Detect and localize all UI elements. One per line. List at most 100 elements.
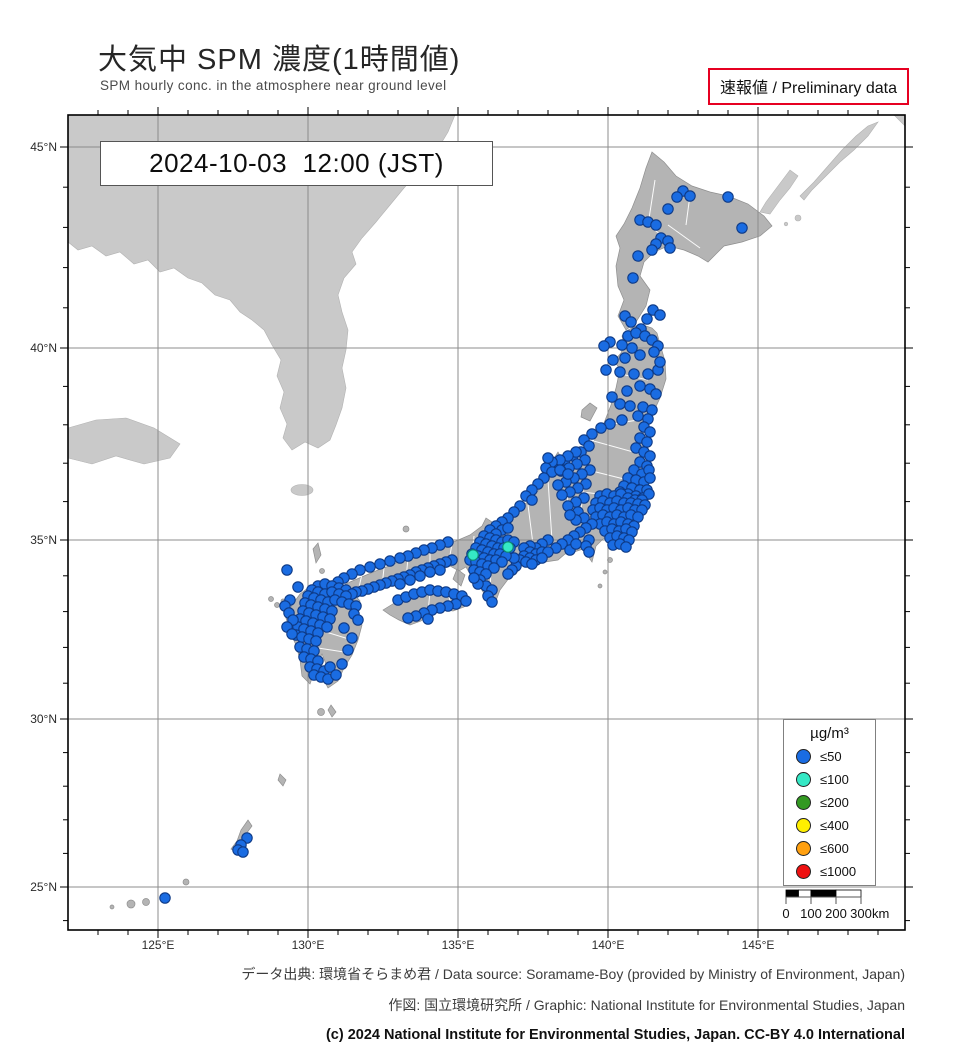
legend-row: ≤100 bbox=[784, 768, 875, 791]
legend-row: ≤600 bbox=[784, 837, 875, 860]
station-dot-le50 bbox=[468, 572, 480, 584]
station-dot-le50 bbox=[620, 541, 632, 553]
map-frame bbox=[67, 114, 906, 931]
station-dot-le50 bbox=[342, 644, 354, 656]
station-dot-le50 bbox=[606, 391, 618, 403]
station-dot-le50 bbox=[556, 489, 568, 501]
station-dot-le50 bbox=[564, 509, 576, 521]
izu-island-3 bbox=[597, 583, 603, 589]
legend-color-swatch bbox=[796, 818, 811, 833]
lat-tick-label: 40°N bbox=[30, 341, 57, 355]
izu-island-2 bbox=[602, 569, 608, 575]
station-dot-le50 bbox=[684, 190, 696, 202]
axis-ticks bbox=[60, 107, 913, 938]
station-dot-le50 bbox=[641, 436, 653, 448]
amami-island bbox=[277, 773, 287, 787]
legend-color-swatch bbox=[796, 864, 811, 879]
footer-data-source: データ出典: 環境省そらまめ君 / Data source: Soramame-… bbox=[241, 966, 905, 982]
scale-bar-segment bbox=[798, 889, 812, 898]
legend-label: ≤1000 bbox=[820, 864, 857, 879]
station-dot-le50 bbox=[619, 352, 631, 364]
footer-graphic-credit: 作図: 国立環境研究所 / Graphic: National Institut… bbox=[388, 997, 905, 1013]
legend-title: µg/m³ bbox=[810, 725, 849, 742]
station-dot-le50 bbox=[722, 191, 734, 203]
station-dot-le50 bbox=[394, 578, 406, 590]
legend-color-swatch bbox=[796, 772, 811, 787]
scale-bar-segment bbox=[835, 889, 862, 898]
station-dot-le50 bbox=[486, 596, 498, 608]
station-dot-le50 bbox=[654, 309, 666, 321]
station-dot-le50 bbox=[650, 219, 662, 231]
station-dot-le50 bbox=[627, 272, 639, 284]
station-dot-le50 bbox=[374, 558, 386, 570]
shandong-peninsula bbox=[68, 417, 181, 465]
station-dot-le50 bbox=[330, 669, 342, 681]
goto-island-1 bbox=[268, 596, 274, 602]
kuril-shikotan bbox=[794, 214, 802, 222]
sado-island bbox=[580, 402, 598, 422]
station-dot-le50 bbox=[159, 892, 171, 904]
footer-copyright: (c) 2024 National Institute for Environm… bbox=[325, 1027, 905, 1043]
scale-bar-label: 100 bbox=[800, 906, 822, 921]
station-dot-le50 bbox=[404, 574, 416, 586]
station-dot-le50 bbox=[644, 472, 656, 484]
station-dot-le50 bbox=[346, 632, 358, 644]
tsushima-island bbox=[312, 542, 322, 564]
jeju-island bbox=[290, 484, 314, 496]
timestamp-text: 2024-10-03 12:00 (JST) bbox=[149, 148, 444, 178]
kuril-habomai bbox=[783, 221, 789, 227]
station-dot-le50 bbox=[424, 566, 436, 578]
station-dot-le50 bbox=[552, 479, 564, 491]
legend-color-swatch bbox=[796, 795, 811, 810]
station-dot-le50 bbox=[237, 846, 249, 858]
station-dot-le50 bbox=[600, 364, 612, 376]
station-dot-le50 bbox=[502, 522, 514, 534]
station-dot-le50 bbox=[628, 368, 640, 380]
station-dot-le50 bbox=[414, 570, 426, 582]
station-dot-le50 bbox=[488, 562, 500, 574]
lat-tick-label: 30°N bbox=[30, 712, 57, 726]
station-dot-le50 bbox=[621, 385, 633, 397]
station-dot-le50 bbox=[402, 612, 414, 624]
lon-tick-label: 130°E bbox=[292, 938, 325, 952]
station-dot-le50 bbox=[632, 410, 644, 422]
lon-tick-label: 135°E bbox=[442, 938, 475, 952]
station-dot-le50 bbox=[614, 398, 626, 410]
station-dot-le50 bbox=[286, 628, 298, 640]
legend-row: ≤400 bbox=[784, 814, 875, 837]
lon-tick-label: 140°E bbox=[592, 938, 625, 952]
scale-bar-label: 200 bbox=[825, 906, 847, 921]
station-dot-le50 bbox=[364, 561, 376, 573]
station-dot-le50 bbox=[644, 450, 656, 462]
station-dot-le50 bbox=[583, 546, 595, 558]
station-dot-le50 bbox=[526, 558, 538, 570]
preliminary-data-badge: 速報値 / Preliminary data bbox=[708, 68, 909, 105]
kuril-iturup bbox=[799, 121, 879, 201]
station-dot-le50 bbox=[434, 564, 446, 576]
station-dot-le50 bbox=[336, 658, 348, 670]
station-dot-le50 bbox=[310, 635, 322, 647]
station-dot-le50 bbox=[634, 380, 646, 392]
station-dot-le50 bbox=[616, 339, 628, 351]
station-dot-le50 bbox=[281, 564, 293, 576]
station-dot-le50 bbox=[632, 250, 644, 262]
station-dot-le50 bbox=[496, 556, 508, 568]
station-dot-le50 bbox=[614, 366, 626, 378]
station-dot-le50 bbox=[654, 356, 666, 368]
scale-bar-label: 300 bbox=[850, 906, 872, 921]
station-dot-le50 bbox=[624, 400, 636, 412]
station-dot-le50 bbox=[607, 354, 619, 366]
legend: µg/m³ ≤50 ≤100 ≤200 ≤400 ≤600 ≤1000 bbox=[783, 719, 876, 886]
yonaguni-island bbox=[109, 904, 115, 910]
legend-rows: ≤50 ≤100 ≤200 ≤400 ≤600 ≤1000 bbox=[784, 745, 875, 883]
kuril-kunashiri bbox=[759, 169, 799, 215]
lat-tick-label: 25°N bbox=[30, 880, 57, 894]
station-dot-le50 bbox=[736, 222, 748, 234]
station-dot-le50 bbox=[595, 422, 607, 434]
station-dot-le50 bbox=[664, 242, 676, 254]
scale-bar-unit: km bbox=[872, 906, 889, 921]
station-dot-le50 bbox=[626, 342, 638, 354]
page-subtitle: SPM hourly conc. in the atmosphere near … bbox=[100, 78, 447, 93]
legend-color-swatch bbox=[796, 749, 811, 764]
